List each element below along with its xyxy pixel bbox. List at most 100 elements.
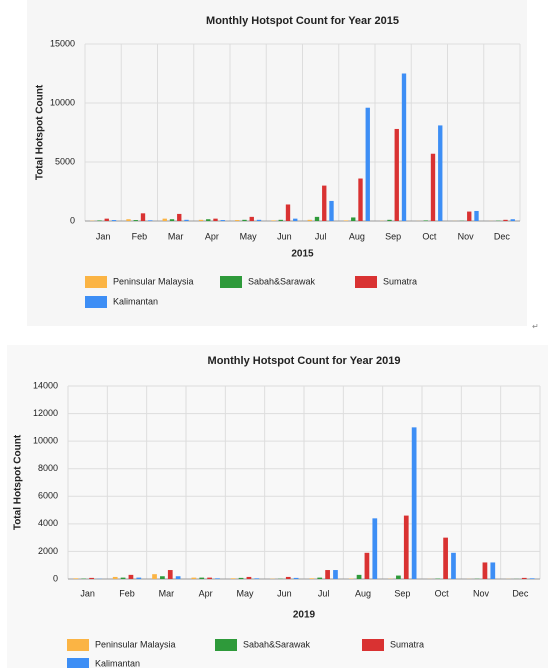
y-tick-label: 10000 bbox=[33, 436, 58, 446]
bar bbox=[387, 219, 392, 221]
paragraph-mark: ↵ bbox=[532, 322, 539, 331]
bar bbox=[343, 220, 349, 221]
bar bbox=[490, 562, 496, 579]
x-axis-title: 2015 bbox=[291, 249, 314, 260]
bar bbox=[128, 574, 134, 579]
y-tick-label: 4000 bbox=[38, 518, 58, 528]
bar bbox=[235, 220, 240, 221]
bar bbox=[136, 577, 142, 579]
x-tick-label: May bbox=[236, 588, 254, 598]
bar bbox=[351, 217, 356, 221]
y-tick-label: 14000 bbox=[33, 380, 58, 390]
bar bbox=[97, 220, 102, 221]
bar bbox=[451, 552, 456, 579]
bar bbox=[120, 577, 126, 579]
bar bbox=[474, 210, 479, 221]
bar bbox=[317, 577, 323, 579]
bar bbox=[206, 219, 211, 221]
bar bbox=[148, 220, 153, 221]
bar bbox=[293, 218, 298, 221]
x-tick-label: Sep bbox=[385, 231, 401, 241]
bar bbox=[333, 570, 338, 579]
y-tick-label: 2000 bbox=[38, 546, 58, 556]
x-tick-label: Dec bbox=[512, 588, 529, 598]
bar bbox=[293, 577, 299, 579]
legend-label: Sabah&Sarawak bbox=[243, 639, 311, 649]
bar bbox=[104, 218, 109, 221]
y-tick-label: 0 bbox=[53, 573, 58, 583]
bar bbox=[213, 218, 218, 221]
bar bbox=[430, 153, 436, 221]
x-tick-label: Feb bbox=[119, 588, 135, 598]
x-tick-label: Jul bbox=[318, 588, 330, 598]
legend-label: Peninsular Malaysia bbox=[113, 276, 194, 286]
x-tick-label: Jul bbox=[315, 231, 327, 241]
bar bbox=[215, 578, 220, 579]
bar bbox=[256, 219, 262, 221]
legend-label: Peninsular Malaysia bbox=[95, 639, 176, 649]
bar bbox=[160, 576, 165, 579]
bar bbox=[325, 570, 330, 579]
bar bbox=[443, 537, 448, 579]
bar bbox=[309, 578, 315, 579]
bar bbox=[482, 562, 488, 579]
y-tick-label: 5000 bbox=[55, 156, 75, 166]
y-tick-label: 12000 bbox=[33, 408, 58, 418]
y-tick-label: 8000 bbox=[38, 463, 58, 473]
bar bbox=[126, 219, 131, 221]
x-tick-label: Aug bbox=[349, 231, 365, 241]
legend-label: Kalimantan bbox=[95, 658, 140, 668]
x-tick-label: May bbox=[240, 231, 258, 241]
legend-label: Sabah&Sarawak bbox=[248, 276, 316, 286]
bar bbox=[403, 515, 409, 579]
legend-swatch bbox=[362, 639, 384, 651]
bar bbox=[199, 577, 205, 579]
bar bbox=[329, 200, 334, 221]
x-tick-label: Mar bbox=[168, 231, 184, 241]
legend-label: Sumatra bbox=[390, 639, 424, 649]
bar bbox=[396, 575, 401, 579]
bar bbox=[285, 576, 291, 579]
bar bbox=[314, 216, 320, 221]
legend-swatch bbox=[215, 639, 237, 651]
x-tick-label: Jun bbox=[277, 588, 292, 598]
bar bbox=[133, 220, 138, 221]
x-tick-label: Apr bbox=[205, 231, 219, 241]
x-tick-label: Apr bbox=[199, 588, 213, 598]
bar bbox=[198, 219, 204, 221]
bar bbox=[112, 576, 118, 579]
bar bbox=[89, 577, 94, 579]
bar bbox=[358, 178, 363, 221]
bar bbox=[322, 185, 327, 221]
bar bbox=[285, 204, 291, 221]
x-tick-label: Mar bbox=[159, 588, 175, 598]
bar bbox=[503, 219, 508, 221]
bar bbox=[401, 73, 407, 221]
x-tick-label: Nov bbox=[458, 231, 475, 241]
bar bbox=[356, 574, 362, 579]
y-tick-label: 0 bbox=[70, 215, 75, 225]
bar bbox=[438, 125, 443, 221]
chart-title: Monthly Hotspot Count for Year 2015 bbox=[206, 15, 399, 27]
x-tick-label: Dec bbox=[494, 231, 511, 241]
chart-title: Monthly Hotspot Count for Year 2019 bbox=[208, 355, 401, 367]
bar bbox=[467, 211, 472, 221]
x-tick-label: Jan bbox=[96, 231, 111, 241]
y-axis-title: Total Hotspot Count bbox=[13, 434, 24, 530]
legend-swatch bbox=[67, 658, 89, 668]
y-axis-title: Total Hotspot Count bbox=[35, 84, 46, 180]
x-tick-label: Jun bbox=[277, 231, 292, 241]
legend-label: Sumatra bbox=[383, 276, 417, 286]
x-tick-label: Oct bbox=[435, 588, 450, 598]
bar bbox=[167, 570, 173, 579]
chart-background bbox=[27, 0, 527, 326]
bar bbox=[162, 218, 167, 221]
bar bbox=[423, 220, 428, 221]
bar bbox=[169, 219, 175, 221]
bar bbox=[73, 578, 79, 579]
bar bbox=[529, 578, 535, 579]
bar bbox=[510, 219, 515, 221]
bar bbox=[238, 577, 244, 579]
